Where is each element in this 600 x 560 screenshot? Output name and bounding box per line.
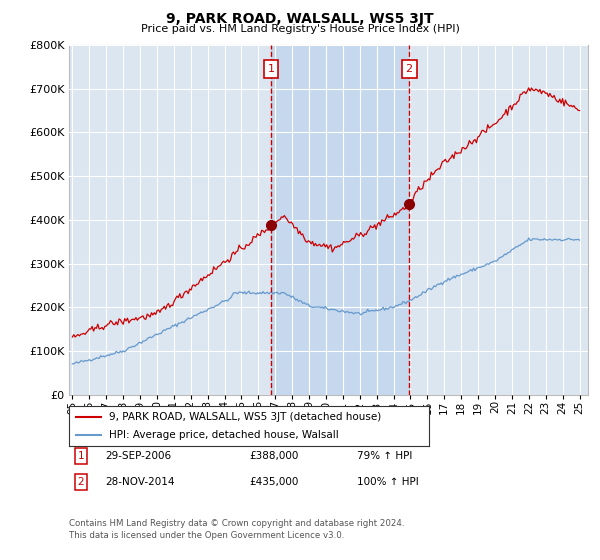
Text: 28-NOV-2014: 28-NOV-2014 xyxy=(105,477,175,487)
Text: 1: 1 xyxy=(77,451,85,461)
Text: 100% ↑ HPI: 100% ↑ HPI xyxy=(357,477,419,487)
Text: £435,000: £435,000 xyxy=(249,477,298,487)
Text: Price paid vs. HM Land Registry's House Price Index (HPI): Price paid vs. HM Land Registry's House … xyxy=(140,24,460,34)
Text: 9, PARK ROAD, WALSALL, WS5 3JT: 9, PARK ROAD, WALSALL, WS5 3JT xyxy=(166,12,434,26)
Bar xyxy=(271,45,409,395)
Text: HPI: Average price, detached house, Walsall: HPI: Average price, detached house, Wals… xyxy=(109,430,338,440)
Text: 1: 1 xyxy=(268,64,275,74)
Text: 2: 2 xyxy=(406,64,413,74)
Text: £388,000: £388,000 xyxy=(249,451,298,461)
Text: Contains HM Land Registry data © Crown copyright and database right 2024.
This d: Contains HM Land Registry data © Crown c… xyxy=(69,519,404,540)
Text: 29-SEP-2006: 29-SEP-2006 xyxy=(105,451,171,461)
Text: 9, PARK ROAD, WALSALL, WS5 3JT (detached house): 9, PARK ROAD, WALSALL, WS5 3JT (detached… xyxy=(109,412,381,422)
Text: 79% ↑ HPI: 79% ↑ HPI xyxy=(357,451,412,461)
Text: 2: 2 xyxy=(77,477,85,487)
